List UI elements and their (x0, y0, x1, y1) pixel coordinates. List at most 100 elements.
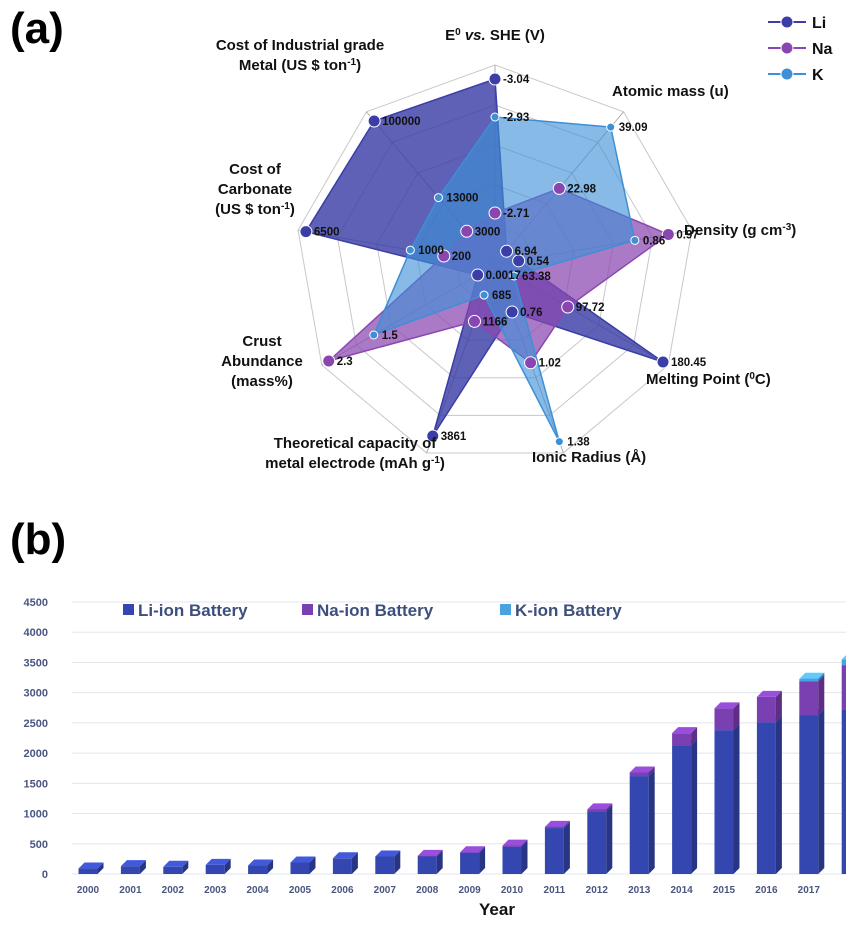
radar-value-li: -3.04 (503, 74, 530, 86)
y-tick-label: 500 (30, 839, 48, 851)
bar-segment-li-ion-battery (78, 862, 104, 874)
bar-segment-li-ion-battery (248, 859, 274, 874)
radar-point-k (479, 290, 489, 300)
legend-swatch (302, 604, 313, 615)
x-tick-label: 2013 (628, 885, 651, 896)
y-tick-label: 3000 (24, 688, 48, 700)
x-tick-label: 2014 (670, 885, 693, 896)
x-tick-label: 2002 (162, 885, 185, 896)
legend-label: K-ion Battery (515, 601, 622, 620)
radar-value-k: 1000 (418, 245, 444, 257)
bar-segment-na-ion-battery (587, 803, 613, 812)
radar-value-k: 685 (492, 290, 512, 302)
radar-axis-label: Cost of Industrial grade Metal (US $ ton-… (216, 37, 384, 74)
x-tick-label: 2009 (458, 885, 481, 896)
bar-series (78, 655, 846, 874)
y-tick-label: 4500 (24, 597, 48, 609)
radar-axis-label: Melting Point (0C) (646, 371, 771, 389)
legend-label-k: K (812, 67, 824, 84)
radar-value-k: 1.38 (567, 437, 590, 449)
bar-segment-li-ion-battery (205, 858, 231, 874)
radar-chart: -3.04 6.940.54 180.45 0.76 3861 0.0017 6500 100… (215, 15, 833, 473)
bar-segment-na-ion-battery (629, 766, 655, 777)
radar-point-li (500, 244, 514, 258)
x-tick-label: 2000 (77, 885, 100, 896)
x-tick-label: 2001 (119, 885, 142, 896)
x-tick-label: 2016 (755, 885, 778, 896)
legend-label: Li-ion Battery (138, 601, 248, 620)
radar-value-li: 100000 (382, 116, 420, 128)
x-tick-label: 2007 (374, 885, 397, 896)
radar-value-li: 0.76 (520, 307, 542, 319)
bar-segment-na-ion-battery (672, 727, 698, 746)
bar-segment-k-ion-battery (799, 672, 825, 682)
radar-axis-label: Cost of Carbonate (US $ ton-1) (215, 161, 295, 218)
y-tick-label: 2000 (24, 748, 48, 760)
radar-axis-label: Ionic Radius (Å) (532, 449, 646, 466)
bar-segment-li-ion-battery (672, 739, 698, 874)
legend-marker-k (780, 67, 794, 81)
bar-segment-na-ion-battery (502, 839, 528, 847)
radar-point-li (512, 254, 526, 268)
bar-segment-li-ion-battery (375, 850, 401, 874)
bar-segment-li-ion-battery (544, 822, 570, 874)
x-tick-label: 2017 (798, 885, 821, 896)
y-tick-label: 2500 (24, 718, 48, 730)
x-tick-labels: 2000 2001 2002 2003 2004 2005 2006 2007 2008 2009… (77, 885, 846, 896)
bar-segment-na-ion-battery (714, 702, 740, 731)
x-tick-label: 2006 (331, 885, 354, 896)
x-axis-title: Year (479, 900, 515, 919)
radar-point-na (322, 354, 336, 368)
y-tick-label: 4000 (24, 627, 48, 639)
x-tick-label: 2005 (289, 885, 312, 896)
radar-point-k (369, 330, 379, 340)
radar-value-li: 3861 (441, 431, 467, 443)
radar-value-na: -2.71 (503, 208, 530, 220)
radar-point-li (471, 268, 485, 282)
legend-label-li: Li (812, 15, 826, 32)
y-tick-label: 1000 (24, 809, 48, 821)
radar-point-k (405, 245, 415, 255)
radar-point-k (509, 271, 519, 281)
radar-point-na (488, 206, 502, 220)
radar-value-na: 22.98 (567, 183, 596, 195)
radar-legend: Li Na K (768, 15, 833, 84)
radar-point-na (460, 224, 474, 238)
bar-segment-na-ion-battery (544, 820, 570, 829)
radar-value-na: 0.97 (676, 229, 698, 241)
radar-value-na: 1.02 (539, 358, 561, 370)
radar-point-na (661, 227, 675, 241)
radar-point-li (505, 305, 519, 319)
legend-marker-na (780, 41, 794, 55)
radar-value-labels: -3.04 6.940.54 180.45 0.76 3861 0.0017 6500 100… (314, 74, 707, 449)
radar-value-li: 180.45 (671, 357, 707, 369)
radar-point-li (299, 225, 313, 239)
bar-segment-li-ion-battery (163, 860, 189, 874)
bar-segment-li-ion-battery (714, 724, 740, 874)
bar-segment-li-ion-battery (629, 770, 655, 874)
radar-value-k: -2.93 (503, 112, 529, 124)
bar-segment-li-ion-battery (799, 709, 825, 874)
radar-point-k (606, 122, 616, 132)
x-tick-label: 2003 (204, 885, 227, 896)
radar-axis-label: Density (g cm-3) (684, 222, 796, 240)
radar-axis-label: Atomic mass (u) (612, 83, 729, 100)
legend-label-na: Na (812, 41, 833, 58)
radar-point-li (367, 114, 381, 128)
x-tick-label: 2004 (246, 885, 269, 896)
x-tick-label: 2010 (501, 885, 524, 896)
radar-value-li: 6500 (314, 227, 340, 239)
radar-axis-label: Theoretical capacity of metal electrode (… (265, 435, 445, 472)
legend-marker-li (780, 15, 794, 29)
bar-segment-k-ion-battery (841, 655, 846, 666)
legend-swatch (500, 604, 511, 615)
radar-value-li: 0.0017 (486, 270, 521, 282)
radar-point-k (490, 112, 500, 122)
bar-segment-na-ion-battery (417, 849, 443, 857)
radar-axis-labels: E0 vs. SHE (V) Atomic mass (u) Density (g … (215, 27, 796, 473)
radar-value-li: 6.94 (515, 246, 538, 258)
radar-point-na (552, 181, 566, 195)
radar-value-na: 97.72 (576, 302, 605, 314)
radar-value-na: 2.3 (337, 356, 353, 368)
radar-point-na (561, 300, 575, 314)
